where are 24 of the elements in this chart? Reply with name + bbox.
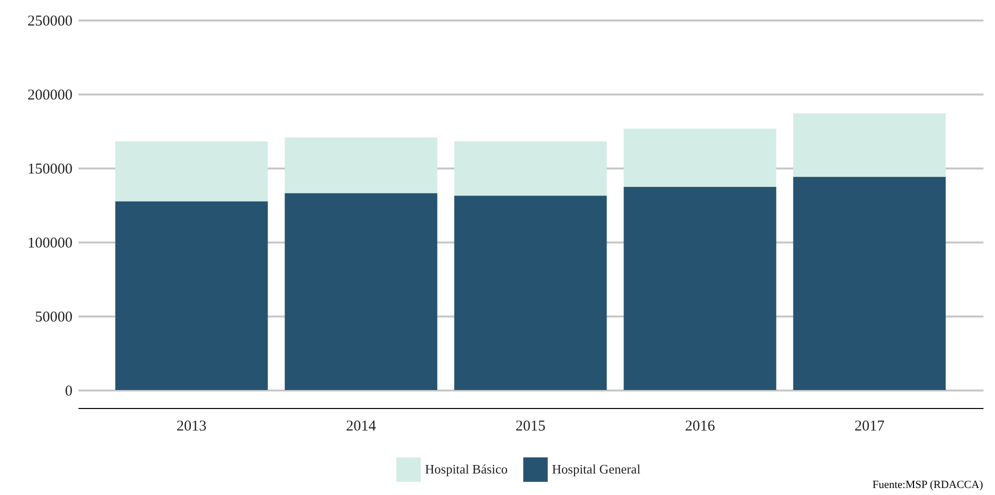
x-tick-label: 2016 <box>684 418 716 434</box>
legend-label: Hospital Básico <box>425 462 508 477</box>
bar <box>793 113 946 177</box>
y-tick-label: 0 <box>65 384 72 400</box>
y-tick-label: 250000 <box>28 14 72 30</box>
x-tick-label: 2013 <box>176 418 207 434</box>
legend-label: Hospital General <box>552 462 641 477</box>
x-tick-label: 2017 <box>854 418 885 434</box>
bar <box>624 128 776 187</box>
bar <box>115 141 268 202</box>
y-tick-label: 100000 <box>28 236 72 252</box>
y-tick-label: 200000 <box>28 88 72 104</box>
bar <box>454 141 607 196</box>
bar <box>115 201 268 390</box>
source-note: Fuente:MSP (RDACCA) <box>872 479 984 491</box>
x-tick-label: 2015 <box>516 418 546 434</box>
bar <box>793 176 946 390</box>
bar <box>624 186 776 390</box>
x-tick-label: 2014 <box>346 418 377 434</box>
bar <box>454 196 607 390</box>
bar <box>284 138 438 194</box>
y-tick-label: 150000 <box>28 162 72 178</box>
bar <box>284 193 438 390</box>
y-tick-label: 50000 <box>35 310 72 326</box>
